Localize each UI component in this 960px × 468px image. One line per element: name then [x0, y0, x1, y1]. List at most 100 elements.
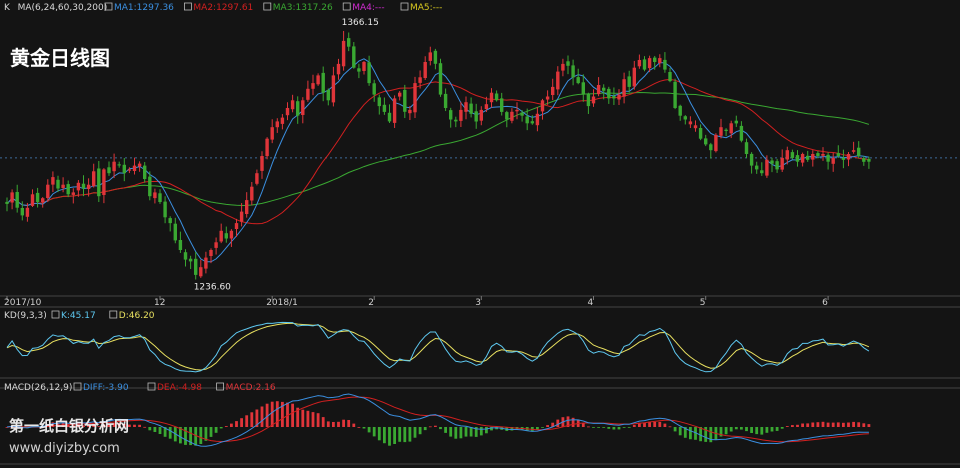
candle-body — [173, 223, 177, 241]
candle — [229, 229, 234, 247]
candle — [250, 181, 254, 206]
candle — [372, 79, 376, 102]
candle-body — [301, 100, 305, 115]
macd-bar — [332, 422, 335, 427]
macd-bar — [668, 426, 672, 428]
candle — [668, 67, 672, 83]
candle-body — [433, 50, 438, 64]
macd-bar — [678, 427, 682, 436]
candle — [785, 146, 789, 165]
candle-body — [826, 154, 830, 162]
candle — [51, 171, 55, 193]
macd-bar — [107, 424, 111, 427]
candle — [510, 108, 514, 124]
legend-item-ma3: MA3:1317.26 — [273, 3, 333, 13]
candle-body — [831, 157, 835, 164]
macd-bar — [683, 427, 687, 438]
candle-body — [234, 223, 239, 229]
candle-body — [20, 208, 24, 216]
macd-bar — [612, 427, 616, 430]
candle-body — [530, 121, 534, 124]
candle — [530, 115, 534, 125]
candle — [214, 237, 218, 255]
candle — [775, 158, 779, 173]
macd-bar — [765, 427, 769, 433]
candle-body — [770, 160, 774, 164]
candle-body — [270, 127, 274, 140]
candle-body — [97, 168, 101, 197]
macd-bar — [801, 423, 804, 427]
candle-body — [10, 192, 14, 203]
candle — [418, 70, 422, 89]
legend-item-ma5: MA5:--- — [410, 3, 442, 13]
candle-body — [209, 250, 213, 256]
candle-body — [622, 79, 626, 97]
candle — [734, 115, 738, 127]
macd-bar — [617, 427, 621, 430]
candle-body — [224, 233, 228, 239]
macd-bar — [862, 423, 866, 427]
candle-body — [15, 192, 19, 208]
candle — [86, 178, 91, 197]
candle — [387, 104, 392, 124]
candle — [438, 58, 443, 97]
candle — [61, 177, 65, 193]
candle-body — [449, 110, 453, 120]
candle-body — [321, 72, 325, 93]
macd-bar — [377, 427, 381, 441]
candle-body — [525, 116, 529, 124]
kd-d-line — [6, 322, 870, 371]
macd-bar — [296, 407, 300, 427]
candle-body — [372, 83, 376, 95]
candle — [428, 46, 432, 66]
candle — [178, 231, 183, 253]
macd-bar — [230, 423, 233, 427]
candle-body — [183, 252, 188, 260]
candle-body — [168, 218, 172, 224]
candle — [627, 70, 631, 93]
candle-body — [306, 88, 310, 100]
x-tick-label: 4 — [588, 298, 594, 308]
candle-body — [851, 150, 856, 152]
x-tick-label: 2017/10 — [4, 298, 42, 308]
candle-body — [392, 98, 397, 123]
candle-body — [86, 184, 91, 189]
candle — [301, 97, 305, 124]
candle — [255, 169, 259, 186]
candle — [290, 94, 295, 113]
macd-bar — [184, 427, 187, 445]
candle-body — [561, 63, 565, 71]
candle — [622, 72, 626, 104]
legend-checkbox — [263, 2, 272, 11]
candle — [234, 218, 239, 237]
macd-bar — [250, 412, 254, 427]
candle-body — [749, 153, 754, 166]
macd-bar — [235, 421, 238, 427]
candle-body — [30, 194, 35, 206]
candle — [566, 55, 570, 75]
candle-body — [535, 113, 540, 126]
candle-body — [775, 161, 779, 170]
candle — [224, 226, 228, 243]
candle — [744, 138, 749, 158]
legend-item-macd_pos: MACD:2.16 — [226, 383, 276, 393]
kd-k-line — [6, 321, 870, 373]
candle — [183, 249, 188, 267]
candle-body — [469, 103, 473, 114]
candle-body — [459, 109, 463, 121]
annotation-low: 1236.60 — [194, 283, 231, 293]
candle-body — [143, 165, 147, 179]
macd-bar — [566, 416, 570, 427]
candle — [811, 150, 815, 167]
candle — [367, 55, 371, 86]
candle — [724, 128, 728, 137]
candle-body — [683, 116, 687, 120]
candle — [704, 134, 708, 147]
candle-body — [515, 109, 519, 112]
macd-bar — [388, 427, 391, 446]
candle — [71, 188, 75, 204]
legend-item-dea: DEA:-4.98 — [157, 383, 202, 393]
macd-bar — [326, 421, 330, 427]
candle-body — [790, 152, 795, 158]
legend-param: K — [4, 3, 11, 13]
